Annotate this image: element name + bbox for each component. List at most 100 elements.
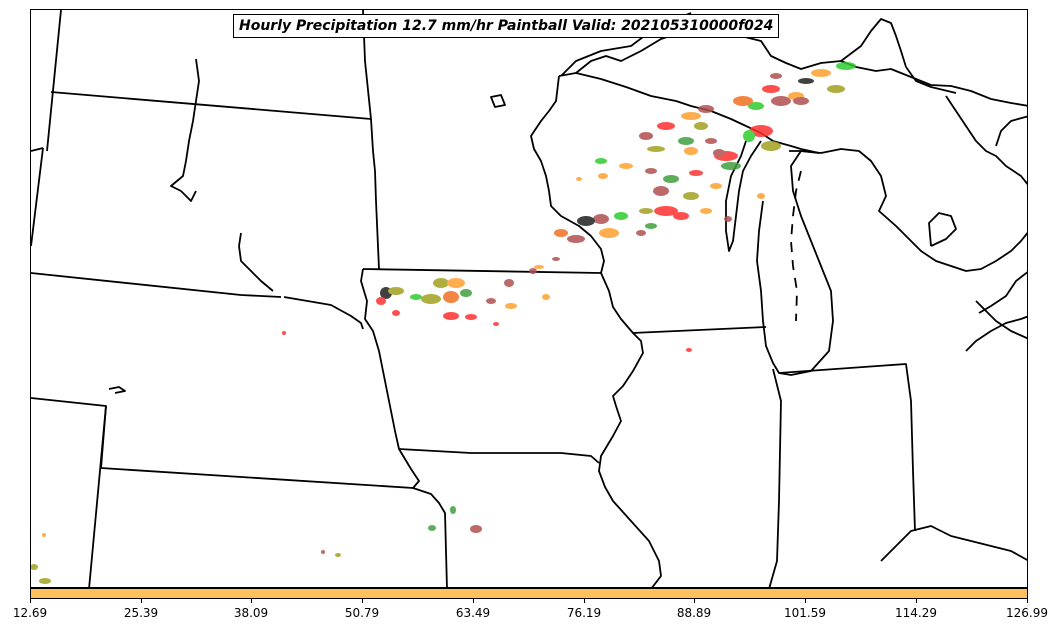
paintball-blob [39,578,51,584]
paintball-blob [743,130,755,142]
paintball-blob [770,73,782,79]
paintball-blob [761,141,781,151]
border-line [632,326,767,334]
paintball-blob [465,314,477,320]
tick-mark [362,599,363,603]
paintball-blob [705,138,717,144]
tick-mark [473,599,474,603]
tick-mark [251,599,252,603]
border-line [283,296,364,330]
coastline [790,170,802,322]
paintball-blob [657,122,675,130]
paintball-blob [762,85,780,93]
border-line [398,448,600,464]
paintball-blob [460,289,472,297]
paintball-blob [470,525,482,533]
paintball-blob [450,506,456,514]
precip-paintballs [31,62,856,584]
paintball-blob [673,212,689,220]
paintball-blob [505,303,517,309]
coastline [756,148,1027,376]
paintball-blob [576,177,582,181]
paintball-blob [486,298,496,304]
paintball-blob [388,287,404,295]
coastline [108,386,126,394]
coastline [725,140,762,252]
border-line [880,525,1027,562]
paintball-blob [433,278,449,288]
border-line [558,72,747,127]
paintball-blob [686,348,692,352]
paintball-blob [811,69,831,77]
paintball-blob [639,208,653,214]
tick-label: 101.59 [784,606,826,620]
border-line [46,10,62,152]
paintball-blob [663,175,679,183]
border-line [50,91,372,120]
paintball-blob [654,206,678,216]
tick-label: 114.29 [895,606,937,620]
paintball-blob [645,168,657,174]
paintball-blob [636,230,646,236]
tick-label: 63.49 [455,606,491,620]
colorbar [30,588,1028,599]
paintball-blob [653,186,669,196]
border-line [31,397,414,489]
paintball-blob [447,278,465,288]
tick-label: 38.09 [233,606,269,620]
tick-label: 88.89 [676,606,712,620]
coastline [945,95,1027,185]
paintball-blob [710,183,722,189]
paintball-blob [443,291,459,303]
border-line [778,363,916,532]
state-borders [31,10,1027,587]
tick-label: 76.19 [566,606,602,620]
coastline [965,315,1027,352]
tick-mark [694,599,695,603]
paintball-blob [836,62,856,70]
paintball-blob [724,216,732,222]
paintball-blob [798,78,814,84]
paintball-blob [567,235,585,243]
coastline [928,212,957,247]
coastline [840,18,907,68]
coastline [170,58,200,202]
paintball-blob [534,265,544,269]
paintball-blob [647,146,665,152]
paintball-blob [552,257,560,261]
coastline [575,28,1027,107]
paintball-blob [645,223,657,229]
tick-label: 12.69 [12,606,48,620]
coastline [238,232,274,292]
paintball-blob [595,158,607,164]
paintball-blob [733,96,753,106]
paintball-blob [713,149,725,157]
paintball-blob [721,162,741,170]
paintball-blob [757,193,765,199]
border-line [362,10,380,270]
river-border [360,268,420,489]
paintball-blob [827,85,845,93]
river-border [598,272,662,587]
paintball-blob [593,214,609,224]
paintball-blob [698,105,714,113]
paintball-blob [639,132,653,140]
paintball-blob [694,122,708,130]
coastline [975,300,1027,340]
paintball-blob [771,96,791,106]
border-line [412,487,448,587]
border-line [88,405,107,587]
border-line [768,368,782,587]
paintball-blob [614,212,628,220]
coastline [905,66,957,94]
paintball-blob [410,294,422,300]
paintball-blob [542,294,550,300]
coastline [995,115,1027,147]
border-line [31,147,44,247]
paintball-blob [421,294,441,304]
paintball-blob [42,533,46,537]
tick-mark [916,599,917,603]
coastline [789,150,820,154]
paintball-blob [793,97,809,105]
paintball-blob [577,216,595,226]
